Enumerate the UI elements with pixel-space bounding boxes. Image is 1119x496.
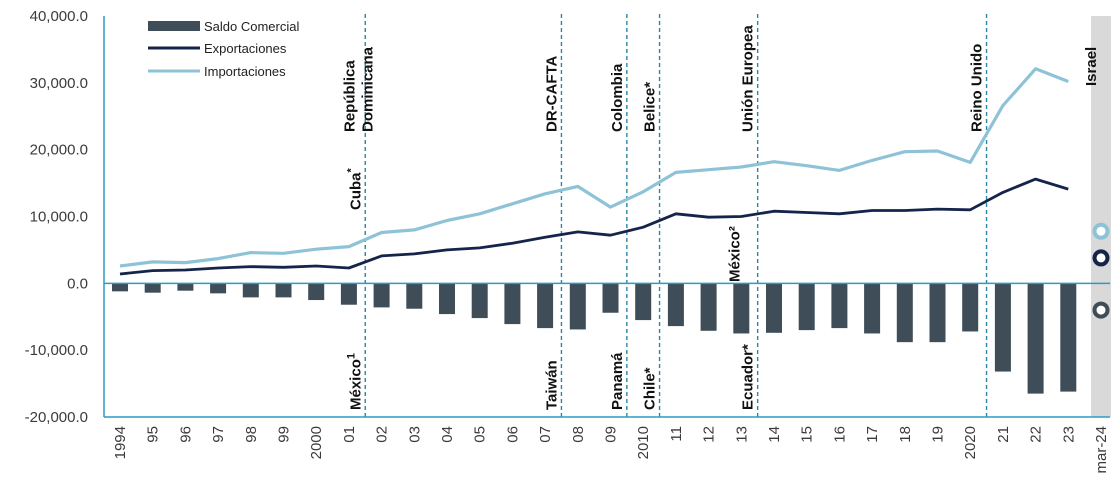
x-tick-label: 19 bbox=[930, 426, 947, 443]
treaty-label-bottom-2: Panamá bbox=[609, 352, 626, 410]
x-tick-label: 14 bbox=[766, 426, 783, 443]
legend: Saldo Comercial Exportaciones Importacio… bbox=[148, 19, 299, 79]
treaty-label-bottom-0: México1 bbox=[345, 353, 364, 410]
bar-saldo-01 bbox=[340, 283, 357, 305]
bar-saldo-1994 bbox=[112, 283, 128, 292]
x-tick-label: 13 bbox=[733, 426, 750, 443]
bar-saldo-98 bbox=[242, 283, 259, 298]
bar-saldo-18 bbox=[896, 283, 913, 343]
x-tick-label: 98 bbox=[243, 426, 260, 443]
y-tick-label: 10,000.0 bbox=[30, 209, 88, 226]
treaty-label-bottom-4: Ecuador* bbox=[740, 344, 757, 410]
x-tick-label: 03 bbox=[406, 426, 423, 443]
bar-saldo-02 bbox=[373, 283, 390, 308]
y-tick-label: 20,000.0 bbox=[30, 142, 88, 159]
x-tick-label: 02 bbox=[374, 426, 391, 443]
bar-saldo-96 bbox=[177, 283, 194, 291]
treaty-label-top-6-0: Israel bbox=[1083, 47, 1100, 86]
bar-saldo-08 bbox=[569, 283, 586, 330]
bar-saldo-21 bbox=[994, 283, 1011, 372]
y-tick-label: 0.0 bbox=[67, 275, 88, 292]
x-tick-label: 11 bbox=[668, 426, 685, 442]
marker-importaciones-last bbox=[1092, 222, 1110, 240]
x-tick-label: 17 bbox=[864, 426, 881, 443]
bar-saldo-22 bbox=[1027, 283, 1044, 394]
bar-saldo-11 bbox=[667, 283, 684, 327]
y-tick-label: -20,000.0 bbox=[25, 409, 88, 426]
bar-saldo-99 bbox=[275, 283, 292, 298]
y-tick-label: 40,000.0 bbox=[30, 8, 88, 25]
treaty-label-top-0-0: República bbox=[341, 60, 358, 132]
bar-saldo-23 bbox=[1060, 283, 1077, 392]
x-tick-label: 1994 bbox=[112, 426, 129, 459]
x-tick-label: 2020 bbox=[962, 426, 979, 459]
y-tick-label: -10,000.0 bbox=[25, 342, 88, 359]
x-tick-label: 23 bbox=[1060, 426, 1077, 443]
treaty-label-top-4-0: Unión Europea bbox=[740, 25, 757, 132]
x-tick-label: 99 bbox=[276, 426, 293, 443]
x-tick-label: 09 bbox=[603, 426, 620, 443]
treaty-label-uppermid-4: México² bbox=[727, 226, 744, 282]
treaty-label-top-0-1: Dominicana bbox=[359, 46, 376, 132]
bar-saldo-14 bbox=[766, 283, 782, 333]
saldo-bars bbox=[112, 283, 1077, 394]
treaty-label-mid-0: Cuba* bbox=[345, 168, 364, 211]
bar-saldo-2020 bbox=[962, 283, 979, 332]
axes: -20,000.0 -10,000.0 0.0 10,000.0 20,000.0 30,… bbox=[25, 8, 1110, 474]
x-tick-label: 07 bbox=[537, 426, 554, 443]
legend-label-importaciones: Importaciones bbox=[204, 64, 286, 79]
x-tick-label: 97 bbox=[210, 426, 227, 443]
treaty-label-top-5-0: Reino Unido bbox=[969, 44, 986, 132]
x-tick-label: 18 bbox=[897, 426, 914, 443]
bar-saldo-06 bbox=[504, 283, 521, 325]
treaty-label-top-3-0: Belice* bbox=[642, 82, 659, 132]
x-tick-label: 96 bbox=[177, 426, 194, 443]
bar-saldo-2000 bbox=[308, 283, 325, 301]
x-tick-label: 16 bbox=[831, 426, 848, 443]
line-exportaciones bbox=[119, 177, 1069, 276]
x-tick-label: 01 bbox=[341, 426, 358, 443]
marker-exportaciones-last bbox=[1092, 249, 1110, 267]
x-tick-label: 06 bbox=[504, 426, 521, 443]
treaty-lines bbox=[364, 14, 988, 417]
x-tick-label: 05 bbox=[472, 426, 489, 443]
series-lines bbox=[119, 67, 1110, 319]
legend-label-exportaciones: Exportaciones bbox=[204, 41, 287, 56]
x-tick-label: 2010 bbox=[635, 426, 652, 459]
bar-saldo-17 bbox=[864, 283, 881, 334]
x-tick-label: 22 bbox=[1028, 426, 1045, 443]
treaty-label-bottom-3: Chile* bbox=[642, 367, 659, 410]
x-tick-label: 08 bbox=[570, 426, 587, 443]
bar-saldo-12 bbox=[700, 283, 717, 331]
x-tick-label: 12 bbox=[701, 426, 718, 443]
x-tick-label: 2000 bbox=[308, 426, 325, 459]
x-tick-label: mar-24 bbox=[1093, 426, 1110, 474]
x-tick-label: 21 bbox=[995, 426, 1012, 443]
bar-saldo-15 bbox=[798, 283, 815, 331]
bar-saldo-09 bbox=[602, 283, 619, 313]
bar-saldo-95 bbox=[144, 283, 161, 293]
line-importaciones bbox=[119, 67, 1069, 268]
bar-saldo-04 bbox=[439, 283, 455, 315]
treaty-labels: República Dominicana Cuba* México1 DR-CAFTA T… bbox=[341, 25, 1100, 410]
y-tick-label: 30,000.0 bbox=[30, 75, 88, 92]
bar-saldo-13 bbox=[733, 283, 750, 334]
treaty-label-top-2-0: Colombia bbox=[609, 63, 626, 132]
treaty-label-bottom-1: Taiwán bbox=[543, 360, 560, 410]
bar-saldo-97 bbox=[210, 283, 227, 294]
bar-saldo-19 bbox=[929, 283, 946, 343]
bar-saldo-03 bbox=[406, 283, 423, 309]
bar-saldo-07 bbox=[537, 283, 554, 329]
legend-label-saldo: Saldo Comercial bbox=[204, 19, 299, 34]
x-tick-label: 04 bbox=[439, 426, 456, 443]
bar-saldo-05 bbox=[471, 283, 488, 319]
bar-saldo-16 bbox=[831, 283, 848, 329]
x-tick-label: 15 bbox=[799, 426, 816, 443]
x-tick-label: 95 bbox=[145, 426, 162, 443]
treaty-label-top-1-0: DR-CAFTA bbox=[543, 55, 560, 132]
legend-swatch-saldo bbox=[148, 21, 200, 31]
bar-saldo-2010 bbox=[635, 283, 652, 321]
marker-saldo-last bbox=[1092, 301, 1110, 319]
